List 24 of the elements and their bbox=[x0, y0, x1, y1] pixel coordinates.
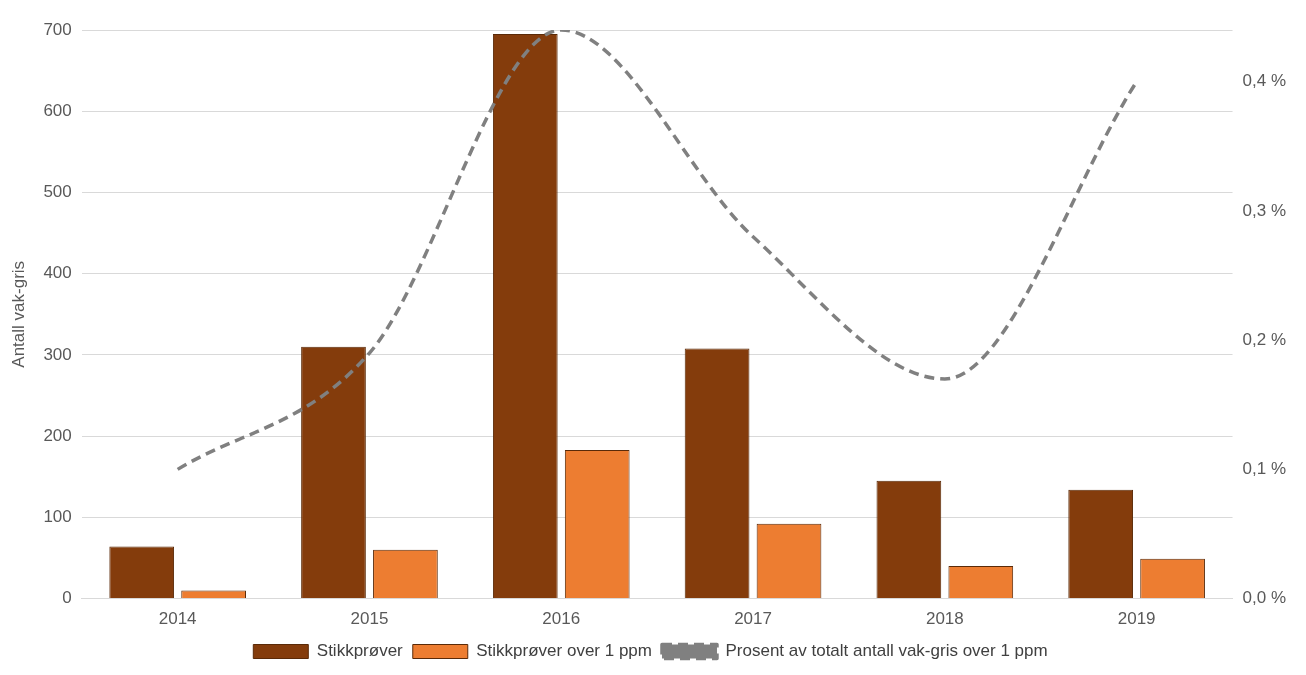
y2-tick-label: 0,4 % bbox=[1242, 71, 1287, 91]
x-tick-label: 2015 bbox=[350, 609, 389, 629]
x-tick-label: 2016 bbox=[542, 609, 581, 629]
legend-label: Stikkprøver over 1 ppm bbox=[476, 641, 652, 661]
x-tick-label: 2017 bbox=[734, 609, 772, 629]
y2-tick-label: 0,2 % bbox=[1242, 329, 1287, 349]
legend-label: Prosent av totalt antall vak-gris over 1 ppm bbox=[725, 641, 1048, 661]
y-tick-label: 600 bbox=[43, 100, 72, 120]
y-tick-label: 100 bbox=[43, 507, 72, 527]
y2-tick-label: 0,3 % bbox=[1242, 200, 1287, 220]
line-series bbox=[175, 30, 1139, 472]
y-tick-label: 400 bbox=[43, 263, 72, 283]
legend-label: Stikkprøver bbox=[316, 641, 404, 661]
y2-tick-label: 0,1 % bbox=[1242, 459, 1287, 479]
y-axis-title: Antall vak-gris bbox=[8, 260, 28, 368]
y-tick-label: 300 bbox=[43, 344, 72, 364]
y-tick-label: 0 bbox=[62, 588, 72, 608]
y-tick-label: 500 bbox=[43, 182, 72, 202]
y-tick-label: 700 bbox=[43, 19, 72, 39]
x-tick-label: 2018 bbox=[925, 609, 964, 629]
x-tick-label: 2014 bbox=[158, 609, 197, 629]
y2-tick-label: 0,0 % bbox=[1242, 588, 1287, 608]
x-tick-label: 2019 bbox=[1117, 609, 1156, 629]
y-tick-label: 200 bbox=[43, 425, 72, 445]
